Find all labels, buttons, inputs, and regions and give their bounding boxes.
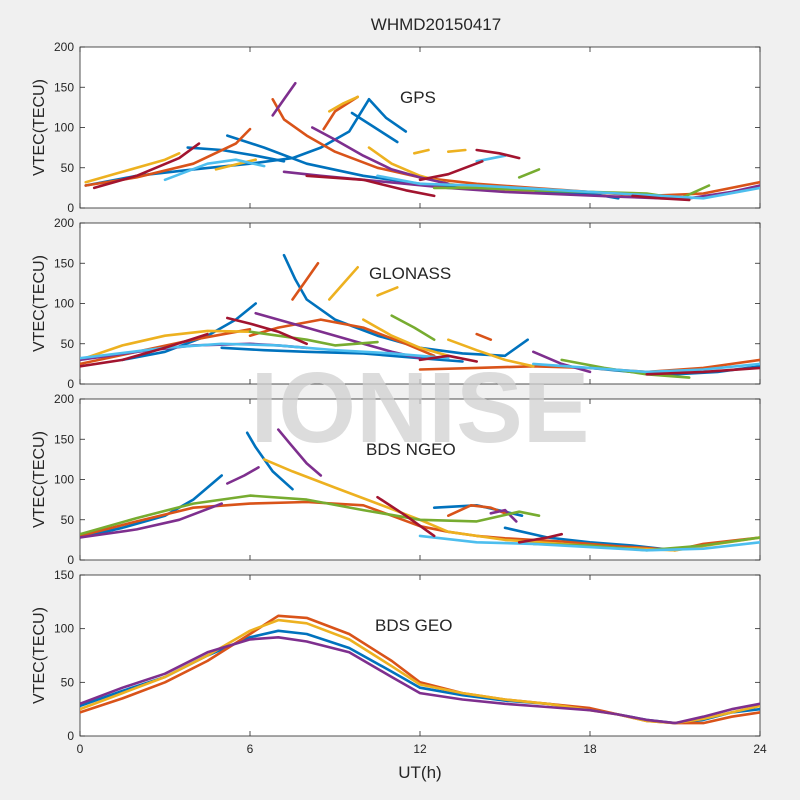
series-line-21 (531, 362, 760, 374)
series-line-8 (475, 332, 493, 342)
series-line-5 (291, 261, 320, 301)
series-group (80, 253, 760, 379)
x-tick-label: 12 (413, 742, 427, 756)
series-line-8 (84, 152, 181, 184)
series-line-10 (327, 265, 360, 301)
series-line-23 (226, 316, 309, 346)
y-tick-label: 200 (54, 216, 74, 230)
panel-1: 0 50 100 150 200 VTEC(TECU) GLONASS (31, 216, 761, 391)
series-line-17 (248, 330, 379, 347)
series-line-13 (418, 534, 760, 552)
watermark: IONISE (251, 352, 590, 464)
x-tick-label: 6 (247, 742, 254, 756)
x-axis-label: UT(h) (398, 763, 441, 782)
y-tick-label: 200 (54, 40, 74, 54)
y-tick-label: 100 (54, 622, 74, 636)
panel-label: BDS NGEO (366, 440, 456, 459)
series-line-16 (531, 350, 592, 374)
series-line-7 (80, 502, 223, 539)
y-tick-label: 0 (67, 201, 74, 215)
series-line-27 (631, 194, 691, 202)
x-tick-label: 18 (583, 742, 597, 756)
series-line-14 (376, 495, 436, 538)
plot-area (79, 574, 761, 737)
panel-3: 0 50 100 150 0 6 12 18 24 VTEC(TECU) BDS GEO (31, 568, 767, 756)
y-tick-label: 0 (67, 377, 74, 391)
y-axis-label: VTEC(TECU) (31, 255, 48, 352)
y-tick-label: 150 (54, 80, 74, 94)
y-tick-label: 200 (54, 392, 74, 406)
series-line-11 (80, 494, 541, 536)
y-tick-label: 50 (61, 337, 75, 351)
series-line-6 (248, 318, 436, 358)
series-line-13 (446, 148, 467, 153)
y-axis-label: VTEC(TECU) (31, 79, 48, 176)
series-line-4 (350, 111, 399, 144)
series-line-13 (446, 338, 535, 368)
series-line-10 (327, 95, 360, 113)
series-line-10 (489, 508, 518, 523)
panel-label: GLONASS (369, 264, 451, 283)
series-line-4 (80, 327, 252, 366)
y-tick-label: 50 (61, 675, 75, 689)
plot-area (79, 46, 761, 209)
series-line-1 (121, 302, 257, 362)
y-tick-label: 150 (54, 568, 74, 582)
y-axis-label: VTEC(TECU) (31, 431, 48, 528)
series-line-2 (186, 146, 286, 163)
panel-label: GPS (400, 88, 436, 107)
series-line-9 (276, 428, 323, 477)
panel-0: 0 50 100 150 200 VTEC(TECU) GPS (31, 40, 761, 215)
series-line-9 (214, 158, 257, 171)
series-line-9 (80, 329, 252, 362)
series-line-1 (367, 98, 408, 133)
series-line-24 (418, 354, 479, 363)
y-tick-label: 50 (61, 161, 75, 175)
y-tick-label: 150 (54, 256, 74, 270)
series-line-11 (376, 286, 399, 297)
series-group (80, 614, 760, 725)
series-group (84, 81, 760, 202)
panel-label: BDS GEO (375, 616, 452, 635)
series-line-12 (412, 148, 430, 155)
series-line-8 (226, 466, 260, 485)
y-tick-label: 150 (54, 432, 74, 446)
series-line-23 (92, 142, 201, 190)
y-tick-label: 100 (54, 473, 74, 487)
y-tick-label: 0 (67, 729, 74, 743)
series-line-20 (163, 158, 266, 182)
series-line-25 (418, 160, 484, 182)
y-tick-label: 100 (54, 121, 74, 135)
series-line-15 (517, 532, 564, 544)
series-line-21 (376, 174, 760, 200)
plot-area (79, 398, 761, 561)
y-axis-label: VTEC(TECU) (31, 607, 48, 704)
series-line-24 (305, 174, 436, 198)
x-tick-label: 0 (77, 742, 84, 756)
series-line-14 (271, 81, 297, 117)
series-line-18 (390, 314, 436, 342)
series-line-3 (80, 635, 760, 725)
series-line-25 (645, 366, 760, 376)
panels: 0 50 100 150 200 VTEC(TECU) GPS 0 50 100 150 200 VTE… (31, 40, 767, 756)
panel-2: 0 50 100 150 200 VTEC(TECU) BDS NGEO (31, 392, 761, 567)
y-tick-label: 100 (54, 297, 74, 311)
series-line-26 (475, 148, 521, 160)
x-tick-label: 24 (753, 742, 767, 756)
figure-title: WHMD20150417 (371, 15, 501, 34)
series-line-22 (80, 332, 209, 368)
y-tick-label: 0 (67, 553, 74, 567)
series-line-12 (361, 318, 450, 358)
series-group (80, 428, 760, 552)
series-line-18 (517, 168, 541, 179)
y-tick-label: 50 (61, 513, 75, 527)
